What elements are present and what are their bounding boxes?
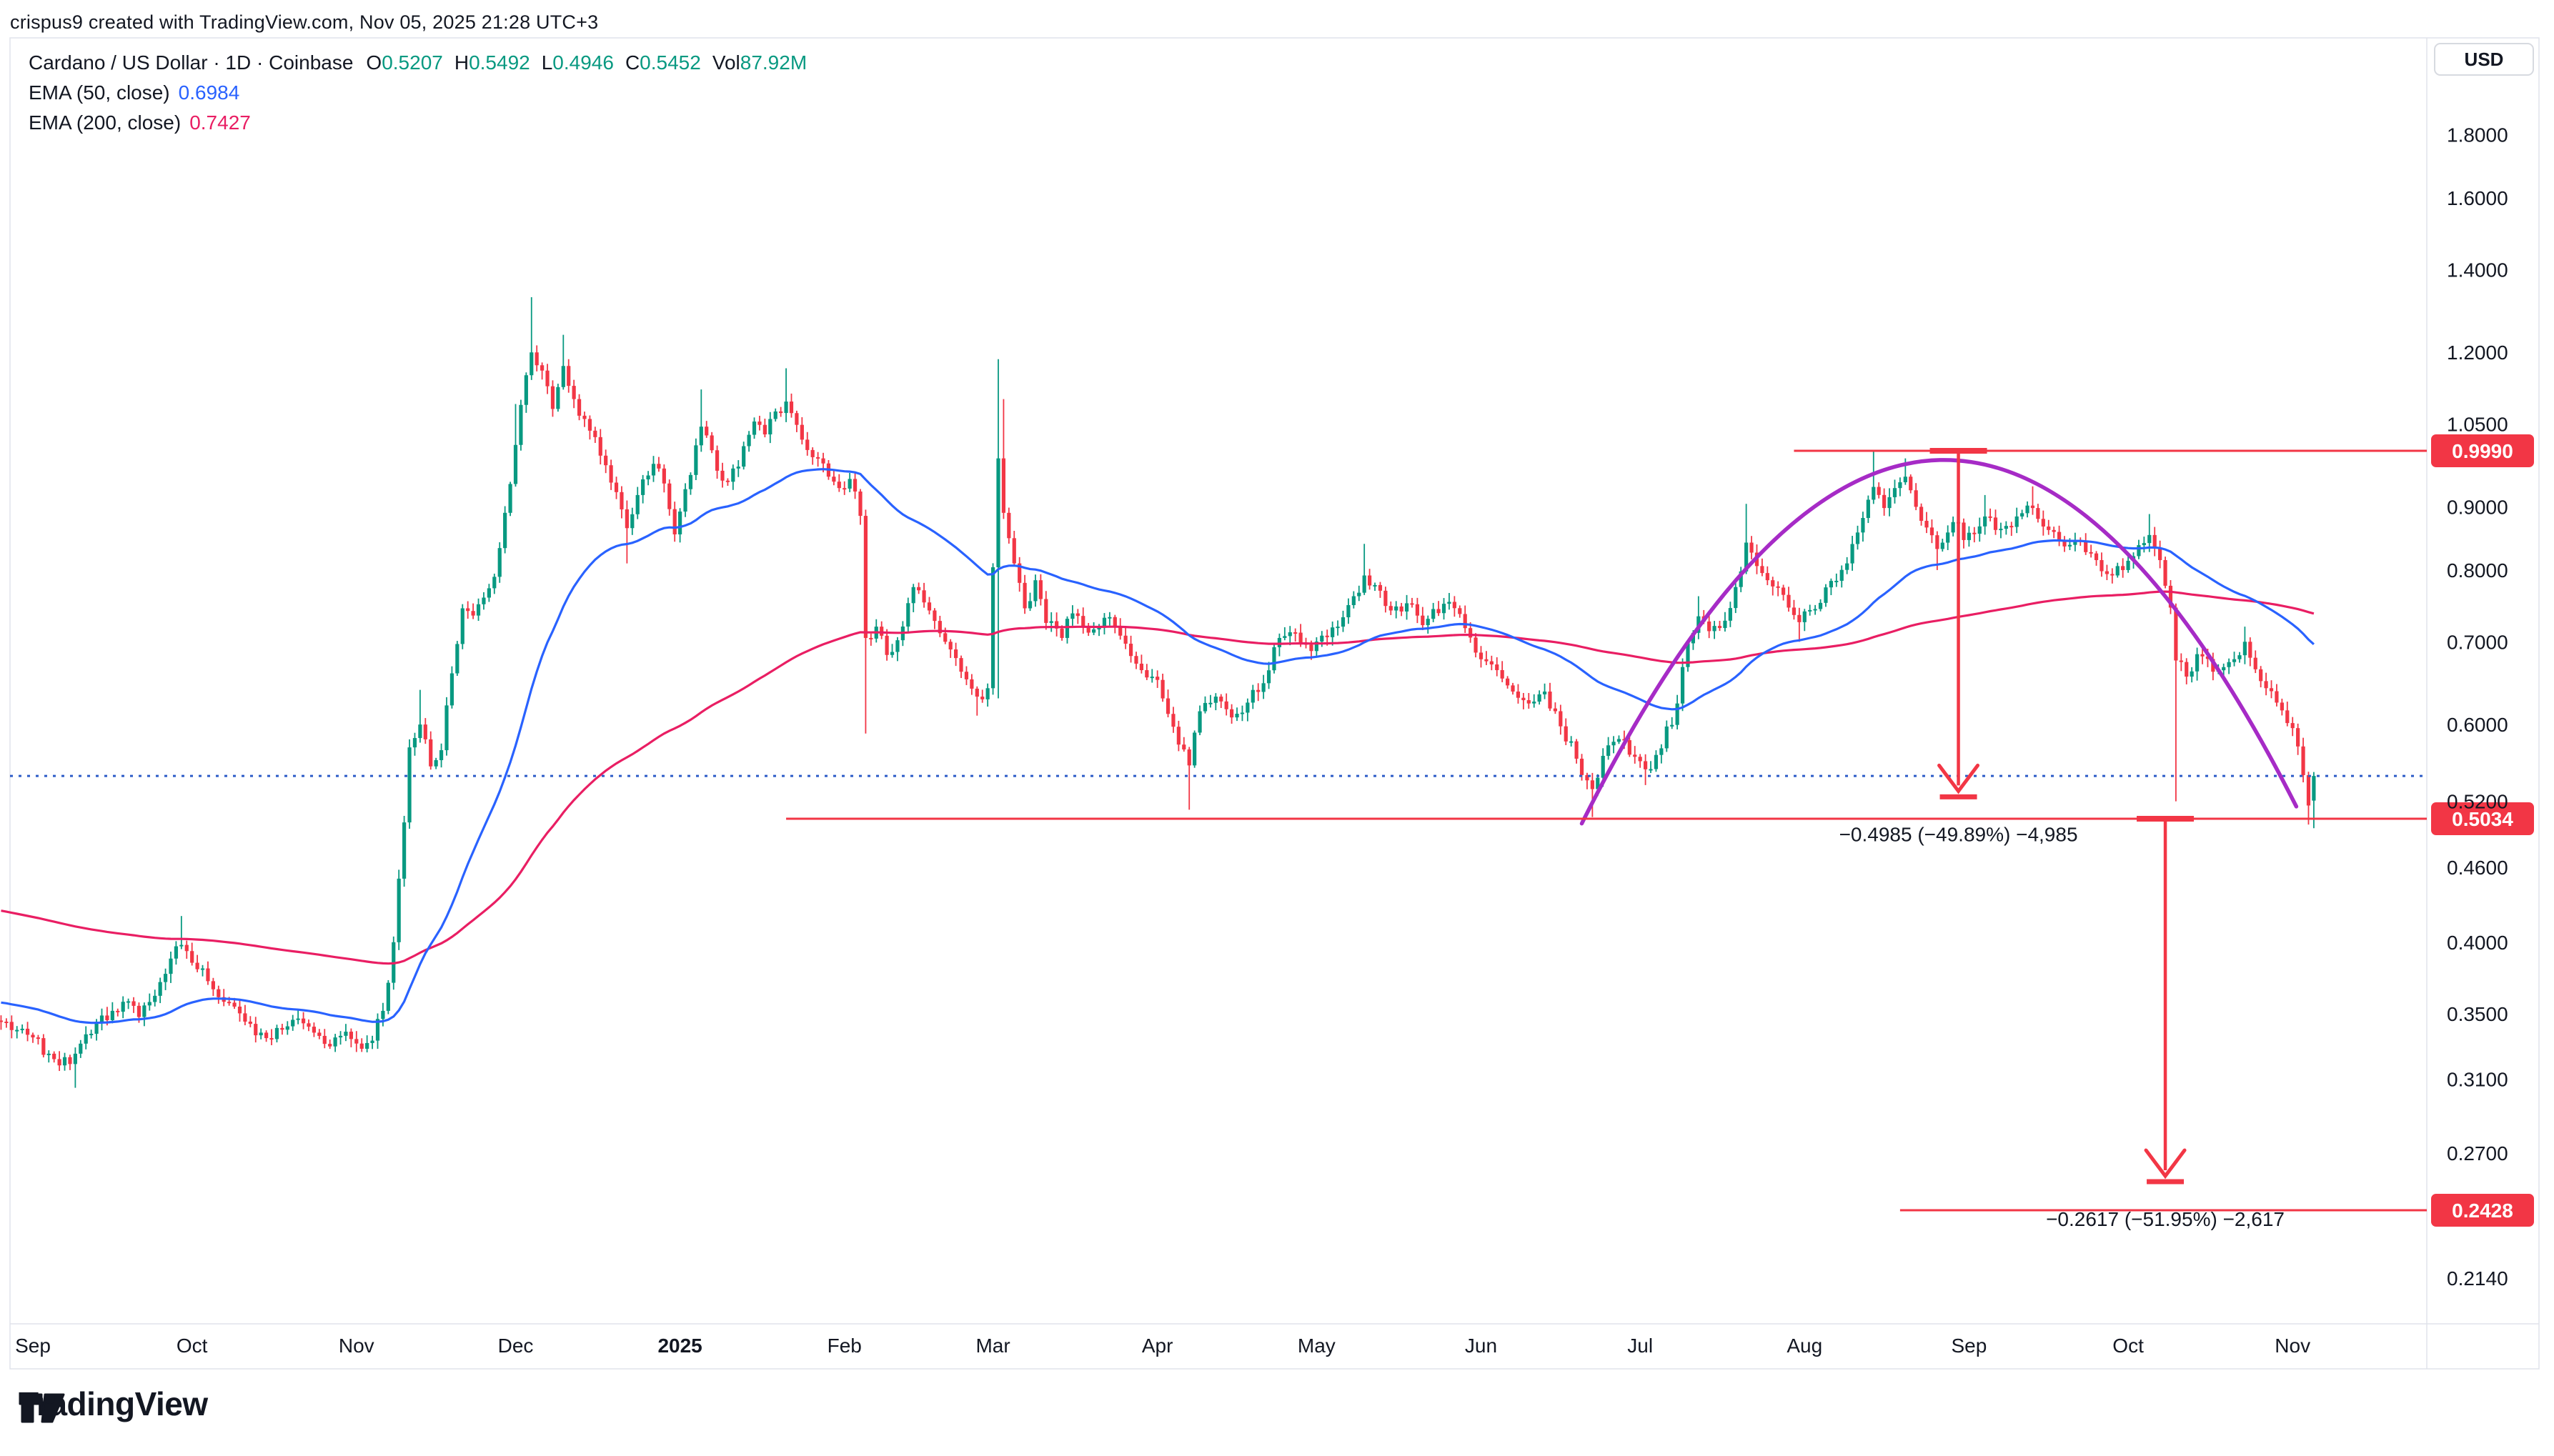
- time-tick-Oct: Oct: [177, 1335, 208, 1357]
- price-badge-target: [2431, 1194, 2534, 1227]
- price-tick-0.3500: 0.3500: [2447, 1003, 2508, 1025]
- price-badge-label-support: 0.5034: [2452, 808, 2513, 830]
- candlestick-series[interactable]: [0, 296, 2316, 1088]
- indicator-ema200-row[interactable]: EMA (200, close) 0.7427: [29, 113, 818, 133]
- price-tick-0.4000: 0.4000: [2447, 932, 2508, 954]
- price-tick-0.5200: 0.5200: [2447, 791, 2508, 813]
- rounded-top-arc-drawing[interactable]: [1579, 458, 2299, 826]
- ema50-value: 0.6984: [178, 81, 240, 104]
- time-tick-Nov: Nov: [339, 1335, 374, 1357]
- price-tick-0.4600: 0.4600: [2447, 857, 2508, 879]
- ohlc-high: H0.5492: [454, 51, 530, 74]
- price-badge-resistance: [2431, 434, 2534, 468]
- price-tick-1.8000: 1.8000: [2447, 124, 2508, 146]
- ema50-label: EMA (50, close): [29, 81, 170, 104]
- price-tick-1.4000: 1.4000: [2447, 259, 2508, 281]
- time-tick-Jul: Jul: [1627, 1335, 1653, 1357]
- time-tick-Sep: Sep: [1951, 1335, 1987, 1357]
- price-scale[interactable]: 1.8000 1.6000 1.4000 1.2000 1.0500 0.9000 0.80…: [2447, 124, 2508, 1290]
- time-tick-Sep: Sep: [15, 1335, 51, 1357]
- price-tick-0.2140: 0.2140: [2447, 1267, 2508, 1290]
- measure-arrow-2[interactable]: [2137, 816, 2195, 1185]
- price-tick-0.6000: 0.6000: [2447, 714, 2508, 736]
- symbol-row[interactable]: Cardano / US Dollar · 1D · Coinbase O0.5…: [29, 53, 818, 73]
- time-tick-Jun: Jun: [1465, 1335, 1497, 1357]
- symbol-title[interactable]: Cardano / US Dollar · 1D · Coinbase: [29, 51, 354, 74]
- price-tick-0.3100: 0.3100: [2447, 1068, 2508, 1090]
- price-tick-0.8000: 0.8000: [2447, 559, 2508, 582]
- price-tick-1.2000: 1.2000: [2447, 341, 2508, 364]
- time-tick-Apr: Apr: [1142, 1335, 1173, 1357]
- time-tick-Dec: Dec: [498, 1335, 534, 1357]
- currency-toggle-button[interactable]: USD: [2434, 43, 2534, 76]
- indicator-ema50-row[interactable]: EMA (50, close) 0.6984: [29, 83, 818, 103]
- time-tick-2025: 2025: [657, 1335, 702, 1357]
- price-badge-label-target: 0.2428: [2452, 1200, 2513, 1222]
- price-tick-0.7000: 0.7000: [2447, 631, 2508, 653]
- time-tick-Nov: Nov: [2275, 1335, 2310, 1357]
- ema-200-line: [1, 590, 2315, 965]
- price-tick-0.2700: 0.2700: [2447, 1142, 2508, 1165]
- measure-label-2: −0.2617 (−51.95%) −2,617: [2046, 1208, 2285, 1230]
- ema-50-line: [1, 468, 2315, 1024]
- ema200-label: EMA (200, close): [29, 111, 182, 134]
- price-tick-0.9000: 0.9000: [2447, 496, 2508, 518]
- chart-legend: Cardano / US Dollar · 1D · Coinbase O0.5…: [29, 53, 818, 143]
- tradingview-branding[interactable]: TradingView: [19, 1385, 208, 1423]
- ohlc-low: L0.4946: [541, 51, 614, 74]
- volume-value: Vol87.92M: [712, 51, 808, 74]
- ohlc-open: O0.5207: [366, 51, 443, 74]
- price-tick-1.0500: 1.0500: [2447, 414, 2508, 436]
- tradingview-logo-icon: [19, 1393, 65, 1423]
- time-tick-Mar: Mar: [975, 1335, 1010, 1357]
- chart-panel-border: [9, 37, 2540, 1370]
- measure-arrow-1[interactable]: [1929, 448, 1987, 799]
- time-tick-Oct: Oct: [2112, 1335, 2144, 1357]
- measure-label-1: −0.4985 (−49.89%) −4,985: [1839, 823, 2078, 845]
- price-tick-1.6000: 1.6000: [2447, 187, 2508, 209]
- price-badge-label-resistance: 0.9990: [2452, 440, 2513, 462]
- time-tick-Feb: Feb: [828, 1335, 862, 1357]
- time-tick-May: May: [1298, 1335, 1336, 1357]
- ohlc-close: C0.5452: [625, 51, 701, 74]
- price-badge-support: [2431, 802, 2534, 836]
- time-tick-Aug: Aug: [1787, 1335, 1822, 1357]
- snapshot-attribution: crispus9 created with TradingView.com, N…: [10, 11, 599, 33]
- horizontal-line-drawings[interactable]: [786, 449, 2427, 1212]
- ema200-value: 0.7427: [189, 111, 251, 134]
- time-scale[interactable]: Sep Oct Nov Dec 2025 Feb Mar Apr May Jun Jul Aug Sep…: [15, 1335, 2310, 1357]
